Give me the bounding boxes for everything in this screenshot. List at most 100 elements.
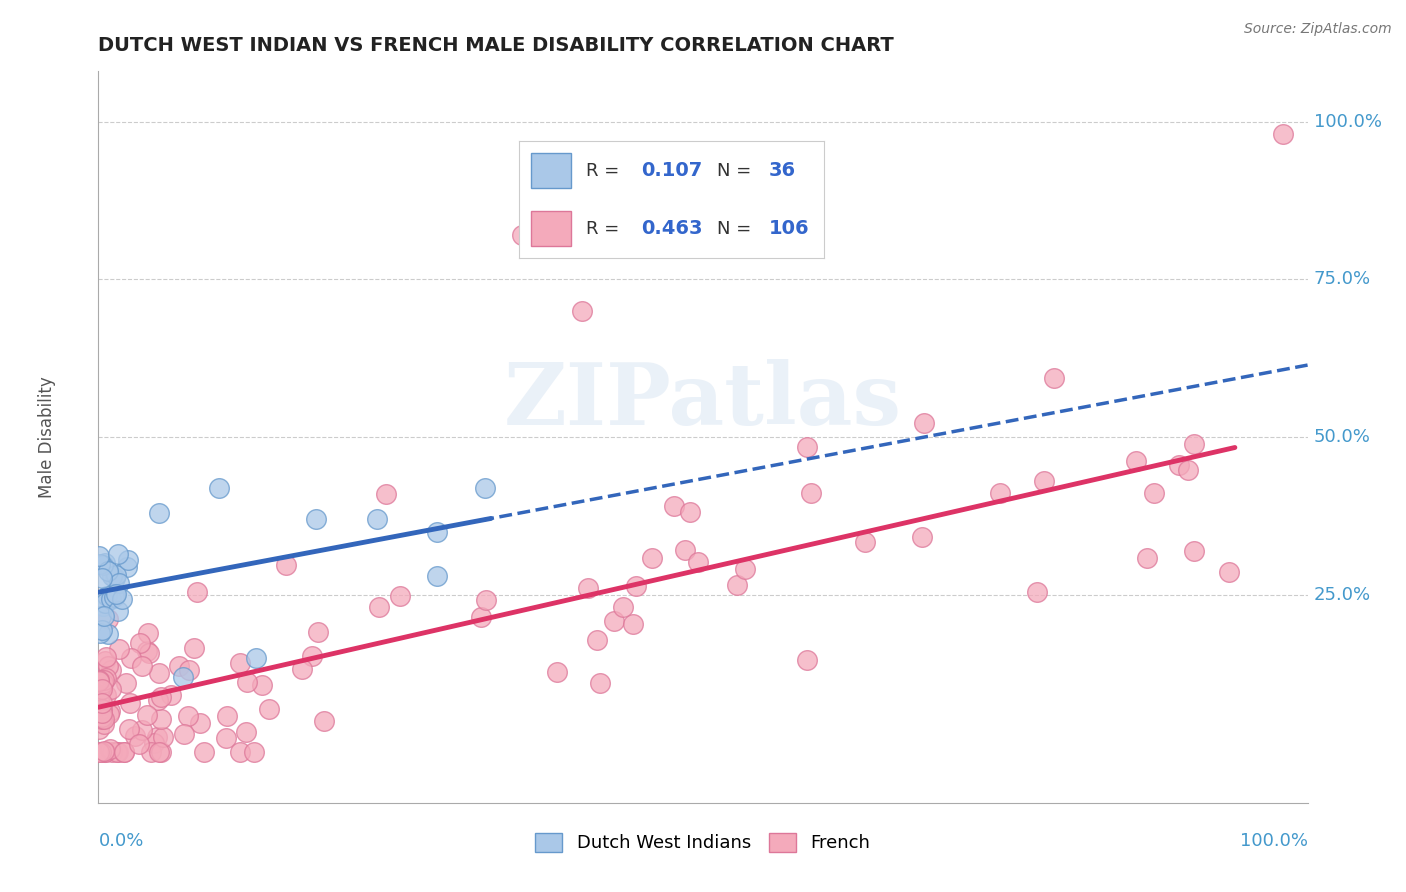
Text: 50.0%: 50.0% — [1313, 428, 1371, 446]
Text: 100.0%: 100.0% — [1313, 112, 1382, 131]
Point — [235, 724, 257, 739]
Point — [89, 709, 111, 723]
Point — [664, 499, 686, 513]
Point — [124, 729, 146, 743]
Point — [612, 599, 634, 614]
Point — [91, 706, 114, 720]
Point — [107, 745, 129, 759]
Text: ZIPatlas: ZIPatlas — [503, 359, 903, 442]
FancyBboxPatch shape — [531, 153, 571, 188]
FancyBboxPatch shape — [531, 211, 571, 246]
Point — [103, 591, 125, 605]
Point — [475, 593, 498, 607]
Point — [148, 745, 170, 759]
Text: N =: N = — [717, 161, 752, 179]
Point — [673, 543, 696, 558]
Point — [117, 553, 139, 567]
Point — [578, 582, 600, 596]
Point — [602, 614, 624, 628]
Point — [988, 486, 1011, 500]
Point — [128, 737, 150, 751]
Point — [93, 744, 115, 758]
Point — [136, 644, 159, 658]
Point — [90, 608, 112, 623]
Point — [93, 673, 115, 687]
Point — [97, 564, 120, 578]
Text: R =: R = — [586, 161, 620, 179]
Text: Source: ZipAtlas.com: Source: ZipAtlas.com — [1244, 22, 1392, 37]
Point — [89, 549, 111, 563]
Point — [90, 680, 112, 694]
Point — [589, 676, 612, 690]
Point — [91, 712, 114, 726]
Point — [367, 600, 389, 615]
Point — [312, 714, 335, 728]
Point — [1177, 463, 1199, 477]
Point — [1125, 454, 1147, 468]
Point — [91, 676, 114, 690]
Point — [136, 626, 159, 640]
Point — [228, 745, 250, 759]
Point — [91, 558, 114, 573]
Point — [94, 596, 117, 610]
Point — [89, 681, 111, 696]
Point — [96, 590, 118, 604]
Point — [291, 662, 314, 676]
Point — [98, 704, 121, 718]
Point — [103, 589, 125, 603]
Point — [150, 690, 173, 704]
Point — [245, 650, 267, 665]
Point — [546, 665, 568, 679]
Text: 0.463: 0.463 — [641, 219, 703, 238]
Point — [800, 485, 823, 500]
Point — [276, 558, 298, 572]
Point — [626, 578, 648, 592]
Point — [90, 681, 112, 696]
Point — [426, 569, 449, 583]
Point — [725, 577, 748, 591]
Point — [115, 560, 138, 574]
Point — [173, 727, 195, 741]
Point — [93, 673, 115, 688]
Point — [388, 589, 411, 603]
Point — [131, 723, 153, 738]
Point — [853, 534, 876, 549]
Point — [120, 651, 142, 665]
Point — [474, 481, 496, 495]
Point — [1043, 371, 1066, 385]
Point — [89, 722, 111, 736]
Point — [186, 585, 208, 599]
Point — [90, 745, 112, 759]
Text: N =: N = — [717, 220, 752, 238]
Point — [1167, 458, 1189, 472]
Point — [105, 567, 128, 582]
Point — [93, 609, 115, 624]
Point — [912, 416, 935, 430]
Point — [101, 745, 124, 759]
Point — [375, 486, 398, 500]
Point — [107, 547, 129, 561]
Point — [97, 627, 120, 641]
Point — [89, 673, 111, 688]
Point — [141, 745, 163, 759]
Point — [149, 745, 172, 759]
Point — [89, 693, 111, 707]
Point — [143, 736, 166, 750]
Point — [94, 745, 117, 759]
Point — [91, 571, 114, 585]
Point — [138, 646, 160, 660]
Point — [679, 504, 702, 518]
Point — [307, 624, 329, 639]
Point — [114, 676, 136, 690]
Point — [146, 730, 169, 744]
Point — [1032, 474, 1054, 488]
Point — [97, 612, 120, 626]
Point — [1026, 584, 1049, 599]
Point — [104, 571, 127, 585]
Point — [89, 625, 111, 640]
Point — [89, 680, 111, 694]
Point — [305, 512, 328, 526]
Point — [193, 745, 215, 759]
Point — [91, 599, 114, 613]
Point — [688, 555, 710, 569]
